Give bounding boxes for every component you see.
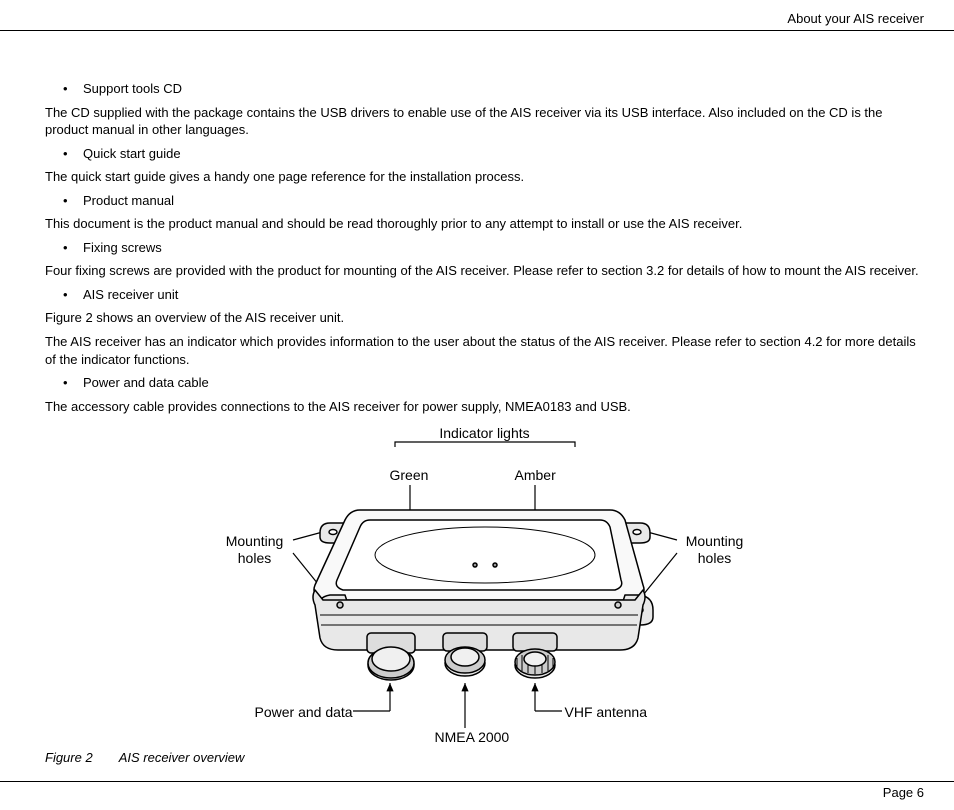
- figure-caption: Figure 2 AIS receiver overview: [45, 749, 924, 767]
- header-title: About your AIS receiver: [787, 10, 924, 28]
- text-unit-a: Figure 2 shows an overview of the AIS re…: [45, 309, 924, 327]
- bullet-quickstart: Quick start guide: [45, 145, 924, 163]
- bullet-cable: Power and data cable: [45, 374, 924, 392]
- bullet-support-cd: Support tools CD: [45, 80, 924, 98]
- text-cable: The accessory cable provides connections…: [45, 398, 924, 416]
- text-manual: This document is the product manual and …: [45, 215, 924, 233]
- bullet-manual: Product manual: [45, 192, 924, 210]
- bullet-unit: AIS receiver unit: [45, 286, 924, 304]
- figure-container: Indicator lights Green Amber Mounting ho…: [135, 425, 835, 745]
- receiver-diagram: [135, 425, 835, 745]
- divider-top: [0, 30, 954, 31]
- text-screws: Four fixing screws are provided with the…: [45, 262, 924, 280]
- page-number: Page 6: [883, 784, 924, 802]
- text-support-cd: The CD supplied with the package contain…: [45, 104, 924, 139]
- text-unit-b: The AIS receiver has an indicator which …: [45, 333, 924, 368]
- content-area: Support tools CD The CD supplied with th…: [45, 80, 924, 767]
- divider-bottom: [0, 781, 954, 782]
- bullet-screws: Fixing screws: [45, 239, 924, 257]
- text-quickstart: The quick start guide gives a handy one …: [45, 168, 924, 186]
